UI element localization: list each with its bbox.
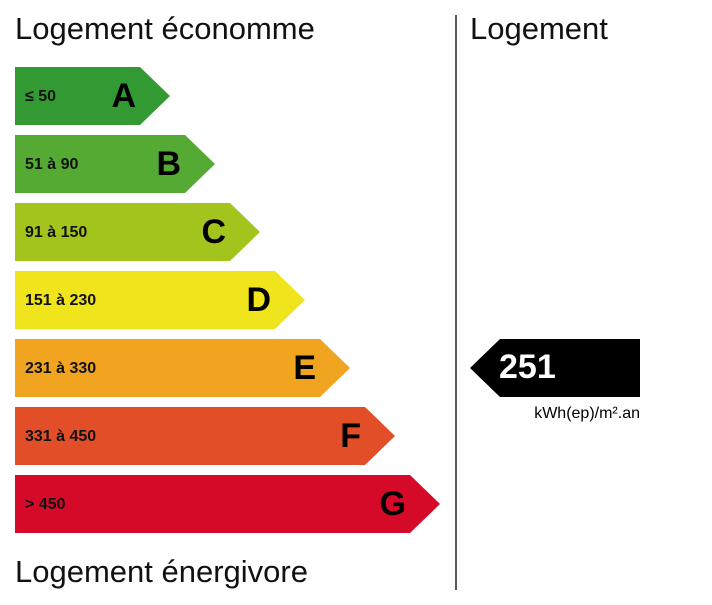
class-range: ≤ 50	[25, 88, 56, 105]
class-letter: G	[380, 485, 406, 523]
class-bar	[15, 339, 350, 397]
class-letter: F	[340, 417, 361, 455]
class-bar	[15, 407, 395, 465]
class-letter: E	[293, 349, 316, 387]
current-unit: kWh(ep)/m².an	[534, 405, 640, 422]
current-value: 251	[499, 348, 556, 386]
class-bar	[15, 135, 215, 193]
top-label: Logement économme	[15, 11, 315, 46]
current-arrow	[470, 339, 640, 397]
class-range: 51 à 90	[25, 156, 78, 173]
class-bar	[15, 203, 260, 261]
class-range: 151 à 230	[25, 292, 96, 309]
class-letter: A	[111, 77, 136, 115]
class-range: > 450	[25, 496, 66, 513]
class-letter: C	[201, 213, 226, 251]
class-range: 91 à 150	[25, 224, 87, 241]
class-bar	[15, 271, 305, 329]
class-range: 231 à 330	[25, 360, 96, 377]
class-range: 331 à 450	[25, 428, 96, 445]
class-bar	[15, 67, 170, 125]
right-header: Logement	[470, 11, 608, 46]
class-letter: D	[246, 281, 271, 319]
class-bar	[15, 475, 440, 533]
bottom-label: Logement énergivore	[15, 554, 308, 589]
class-letter: B	[156, 145, 181, 183]
